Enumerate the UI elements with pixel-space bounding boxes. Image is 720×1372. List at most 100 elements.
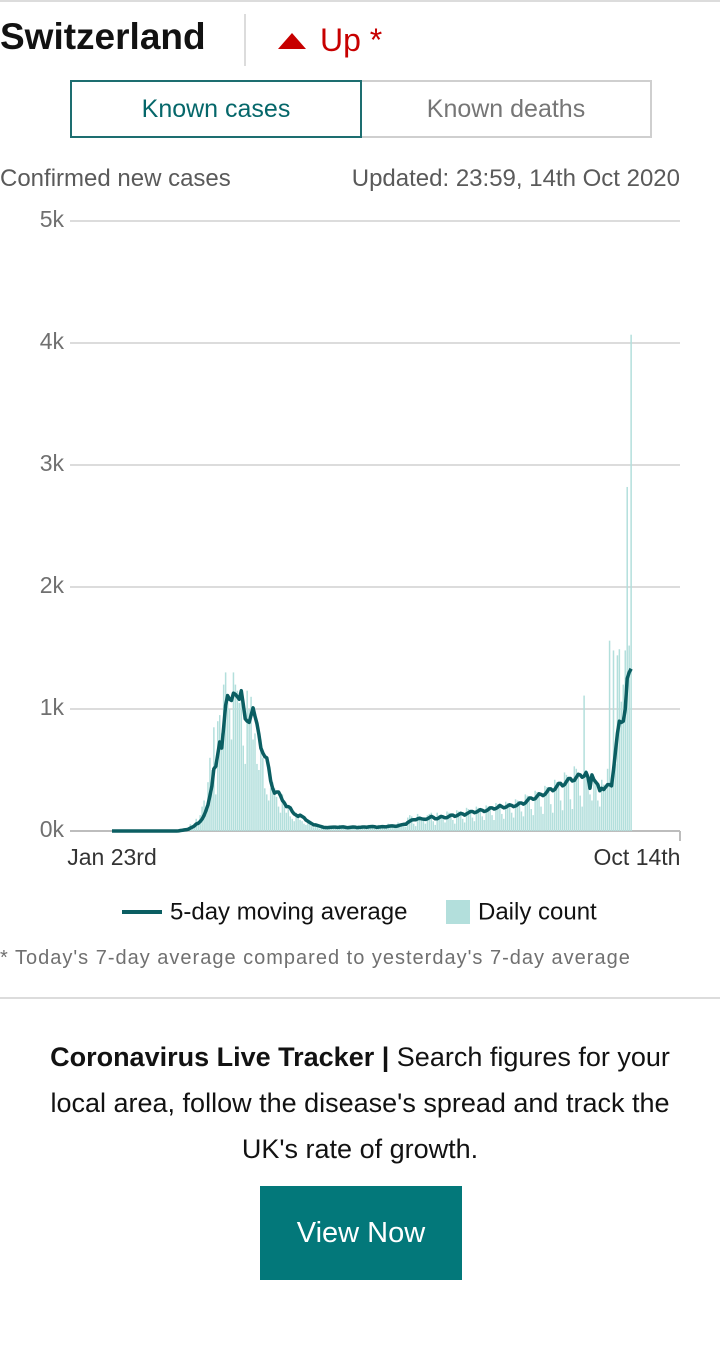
bar [238, 702, 241, 831]
bar [360, 827, 362, 831]
bar [465, 807, 468, 831]
bar [426, 815, 429, 831]
bar [489, 807, 491, 831]
promo-body: Search figures for your local area, foll… [50, 1042, 670, 1164]
bar [432, 821, 435, 831]
bar [573, 766, 576, 831]
chart-subtitle: Confirmed new cases [0, 165, 231, 192]
bar [608, 640, 611, 831]
bar [313, 827, 315, 831]
bar [442, 818, 444, 831]
bar [438, 815, 440, 831]
tab[interactable]: Known deaths [362, 80, 652, 138]
bar [591, 800, 593, 831]
bar [495, 802, 497, 831]
bar [587, 774, 589, 831]
bar [307, 822, 309, 831]
bar [271, 782, 274, 831]
bar [356, 829, 358, 831]
view-now-button[interactable]: View Now [260, 1186, 462, 1280]
bar [446, 811, 448, 831]
bar [469, 811, 472, 831]
bar [256, 763, 258, 831]
separator [244, 14, 246, 66]
y-tick-label: 3k [40, 450, 65, 476]
bar [254, 733, 256, 831]
bar [628, 645, 630, 831]
bar [242, 745, 244, 831]
bar [512, 817, 515, 831]
promo-title: Coronavirus Live Tracker | [50, 1042, 390, 1072]
bar [606, 768, 609, 831]
bar [505, 801, 507, 831]
bar [552, 812, 554, 831]
bar [503, 818, 505, 831]
bar [297, 815, 299, 831]
line [112, 667, 633, 833]
bar [585, 770, 587, 831]
bar [346, 829, 348, 831]
bar [555, 782, 558, 831]
chart: 0k 1k 2k 3k 4k 5k Jan 23rd Oct 14th 5-day moving… [40, 206, 681, 925]
bar [473, 821, 476, 831]
divider [0, 997, 720, 999]
bar [463, 822, 466, 831]
bar [452, 820, 454, 831]
bar [405, 826, 407, 831]
bar [483, 820, 485, 831]
trend-label: Up * [320, 22, 383, 58]
legend-label: 5-day moving average [170, 898, 407, 925]
bar [548, 790, 550, 831]
bar [269, 788, 272, 831]
x-tick-label: Oct 14th [594, 844, 681, 870]
bar [316, 826, 319, 831]
bar [230, 739, 233, 831]
tab[interactable]: Known cases [70, 80, 362, 138]
bar [273, 788, 276, 831]
bar [293, 821, 295, 831]
bar [324, 828, 327, 831]
bar [309, 823, 311, 831]
top-rule [0, 0, 720, 2]
bar [522, 816, 525, 831]
bar [385, 828, 388, 831]
bar [450, 813, 452, 831]
bar [285, 812, 288, 831]
bar [262, 757, 264, 831]
bar [561, 810, 564, 831]
bar [311, 826, 313, 831]
bar [602, 784, 605, 831]
bar [403, 826, 405, 831]
bar [205, 806, 207, 831]
bar [620, 701, 623, 831]
bar [485, 805, 487, 831]
bar [428, 813, 431, 831]
bar [422, 820, 425, 831]
bar [622, 684, 625, 831]
bar [461, 818, 464, 831]
bar [475, 806, 478, 831]
bar [630, 334, 632, 831]
bar [232, 672, 235, 831]
bar [491, 815, 493, 831]
bar [299, 820, 301, 831]
bar [228, 709, 231, 831]
bar [546, 787, 548, 831]
bar [534, 790, 536, 831]
y-tick-label: 4k [40, 328, 65, 354]
bar [244, 763, 246, 831]
bar [393, 827, 395, 831]
bar [281, 794, 284, 831]
bar [305, 824, 307, 831]
bar [444, 822, 446, 831]
bar [363, 827, 366, 831]
bar [412, 823, 415, 831]
bar [260, 739, 262, 831]
bar [567, 779, 570, 831]
bar [267, 800, 270, 831]
bar [211, 770, 213, 831]
bar [457, 811, 460, 831]
bar [571, 809, 574, 831]
bar [501, 813, 503, 831]
